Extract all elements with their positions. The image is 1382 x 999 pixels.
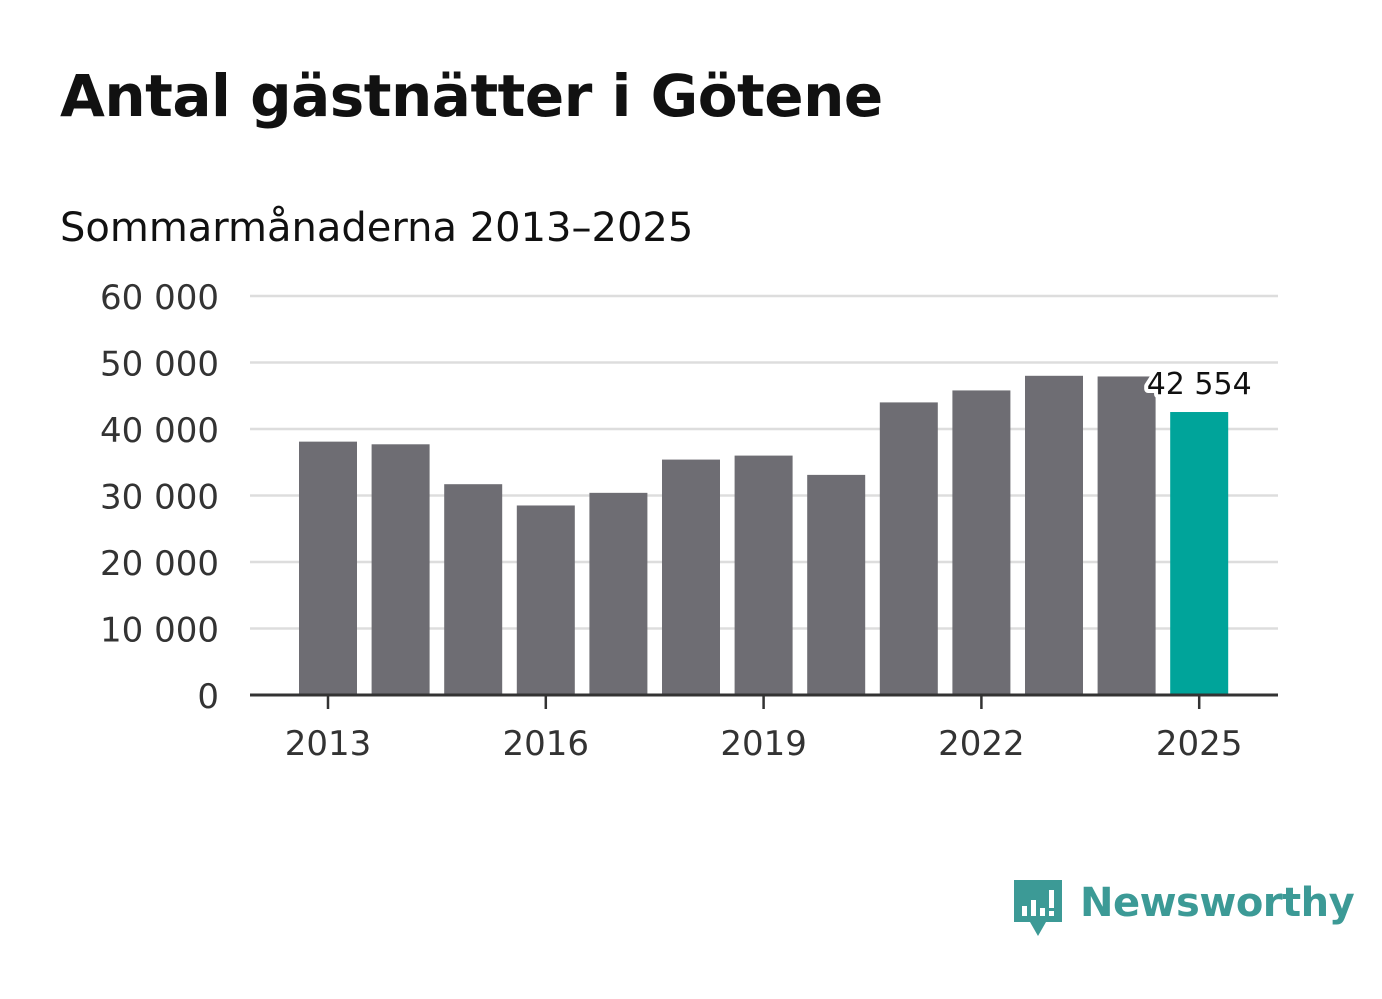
bar [662, 459, 720, 695]
brand-name: Newsworthy [1080, 880, 1355, 926]
chart-subtitle: Sommarmånaderna 2013–2025 [60, 205, 694, 251]
y-tick-label: 50 000 [100, 345, 219, 385]
y-tick-label: 60 000 [100, 278, 219, 318]
bar [589, 492, 648, 695]
x-tick-label: 2022 [938, 724, 1025, 764]
bar [734, 455, 793, 695]
y-tick-label: 10 000 [100, 611, 219, 651]
bar [1025, 375, 1083, 695]
newsworthy-brand: Newsworthy [1010, 878, 1355, 942]
x-tick-label: 2016 [503, 724, 590, 764]
x-tick-label: 2019 [720, 724, 807, 764]
bar [371, 444, 430, 695]
y-tick-label: 0 [197, 677, 219, 717]
bar [444, 484, 503, 695]
x-tick-label: 2013 [285, 724, 372, 764]
x-tick-label: 2025 [1156, 724, 1243, 764]
bar [952, 390, 1011, 695]
bar-highlight [1170, 412, 1229, 695]
y-tick-label: 20 000 [100, 544, 219, 584]
bar [1097, 376, 1156, 695]
chart-title: Antal gästnätter i Götene [60, 62, 883, 130]
data-label: 42 554 [1147, 367, 1252, 402]
data-label-halo: 42 554 [1147, 367, 1252, 402]
bar [807, 474, 866, 695]
newsworthy-logo-icon [1014, 880, 1062, 936]
bar [879, 402, 938, 695]
y-tick-label: 40 000 [100, 411, 219, 451]
y-tick-label: 30 000 [100, 478, 219, 518]
bar [516, 505, 575, 695]
bar [299, 441, 357, 695]
